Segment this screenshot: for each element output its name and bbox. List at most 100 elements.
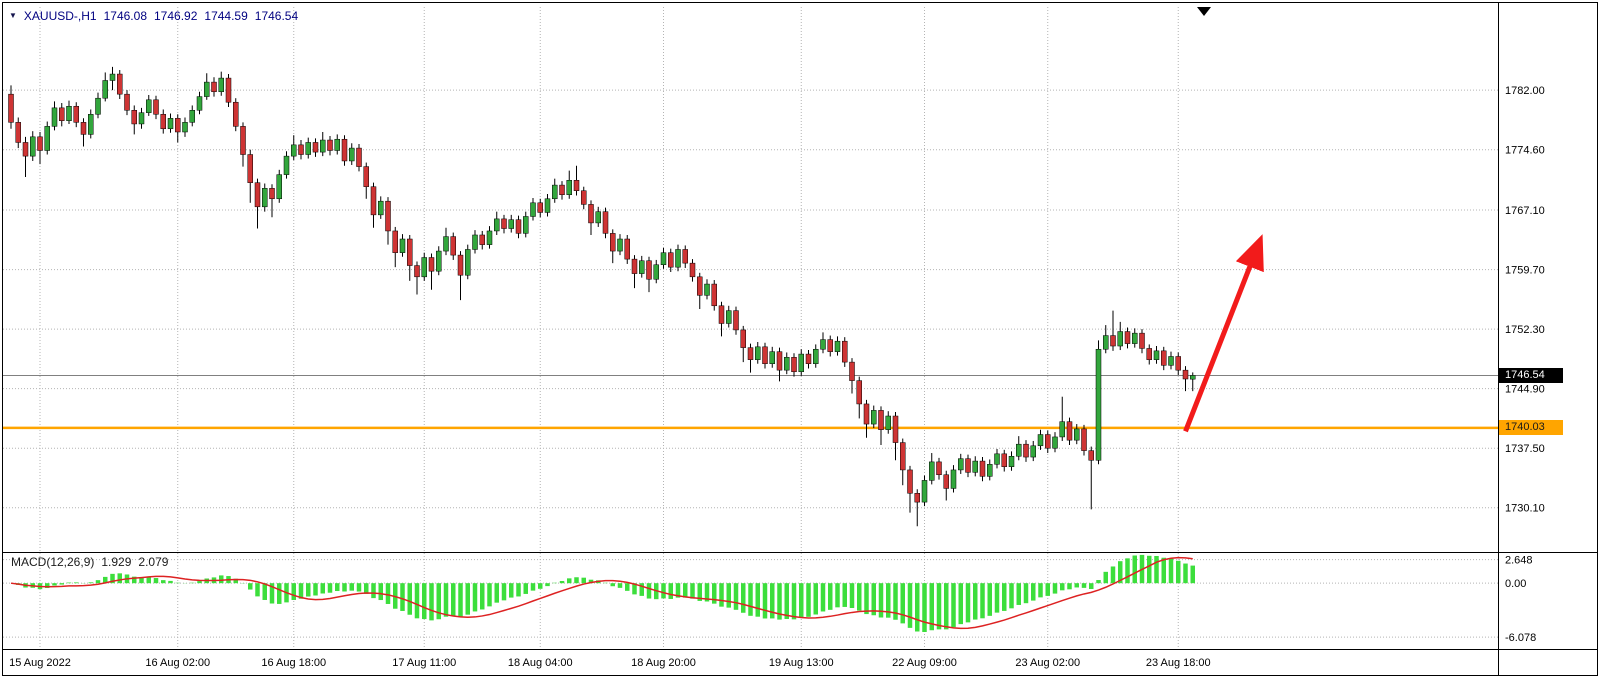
chart-frame: 1782.00 1774.60 1767.10 1759.70 1752.30 1744.…	[2, 2, 1598, 676]
candle-body	[950, 469, 957, 489]
time-axis-label: 18 Aug 20:00	[631, 657, 696, 669]
candle-body	[1066, 421, 1073, 441]
macd-main-value: 1.929	[101, 555, 132, 569]
candle-body	[240, 126, 246, 155]
candle-body	[233, 101, 239, 127]
candle-body	[595, 211, 601, 224]
candle-body	[914, 493, 920, 503]
candle-body	[479, 234, 485, 245]
price-tick-label: 1767.10	[1505, 205, 1545, 217]
time-axis-label: 22 Aug 09:00	[892, 657, 957, 669]
candle-body	[88, 114, 94, 135]
candle-body	[211, 81, 217, 93]
candle-body	[421, 257, 427, 278]
candle-body	[929, 461, 935, 481]
candle-body	[1124, 331, 1131, 344]
price-tick-label: 1744.90	[1505, 384, 1545, 396]
candle-body	[559, 184, 565, 196]
candle-body	[617, 238, 623, 252]
price-tick-label: 1774.60	[1505, 145, 1545, 157]
candle-body	[175, 118, 181, 133]
header-high-value: 1746.92	[154, 9, 198, 23]
candle-body	[124, 93, 130, 111]
candle-body	[44, 126, 50, 151]
candle-body	[283, 155, 290, 175]
candle-body	[697, 276, 703, 296]
macd-tick-label: -6.078	[1505, 632, 1536, 644]
candle-body	[436, 250, 442, 272]
candle-body	[392, 230, 398, 253]
candle-body	[907, 469, 913, 494]
candle-body	[146, 99, 152, 113]
time-axis-label: 19 Aug 13:00	[769, 657, 834, 669]
price-tick-label: 1752.30	[1505, 324, 1545, 336]
chart-shift-marker[interactable]	[1197, 7, 1211, 16]
candle-body	[936, 461, 942, 476]
candle-body	[131, 110, 137, 125]
candle-body	[30, 136, 36, 157]
candle-body	[1081, 428, 1087, 451]
candle-body	[356, 147, 362, 167]
price-tick-label: 1782.00	[1505, 85, 1545, 97]
candle-body	[849, 361, 855, 381]
candle-body	[776, 351, 783, 371]
candle-body	[189, 110, 195, 123]
candle-body	[885, 415, 891, 430]
candle-body	[863, 403, 870, 425]
candle-body	[138, 112, 145, 125]
candle-body	[1030, 445, 1036, 458]
candle-body	[167, 118, 174, 130]
candle-body	[508, 219, 514, 229]
candle-body	[791, 357, 797, 373]
candle-body	[1052, 436, 1058, 449]
candle-body	[298, 144, 304, 155]
candle-body	[631, 258, 638, 274]
candle-body	[1008, 456, 1015, 467]
candle-body	[718, 305, 725, 324]
candle-body	[59, 107, 65, 121]
candle-body	[486, 230, 493, 245]
candle-body	[813, 348, 819, 364]
candle-body	[428, 257, 435, 272]
candle-body	[660, 252, 667, 266]
candle-body	[544, 198, 551, 213]
symbol-period-label: XAUUSD-,H1	[23, 9, 97, 23]
macd-tick-label: 2.648	[1505, 555, 1533, 567]
candle-body	[921, 480, 928, 503]
candle-body	[1103, 335, 1109, 350]
candle-body	[349, 147, 355, 162]
candle-body	[878, 410, 884, 430]
candle-body	[871, 410, 877, 425]
candle-body	[892, 415, 899, 443]
candle-body	[22, 142, 29, 157]
symbol-dropdown-icon[interactable]: ▼	[9, 11, 17, 20]
candle-body	[66, 105, 72, 121]
candle-body	[602, 211, 609, 234]
candle-body	[653, 264, 659, 280]
chart-canvas[interactable]: 1782.00 1774.60 1767.10 1759.70 1752.30 1744.…	[3, 3, 1597, 675]
candle-body	[958, 458, 964, 471]
candle-body	[1153, 350, 1160, 360]
candle-body	[305, 142, 311, 155]
time-axis-label: 16 Aug 18:00	[261, 657, 326, 669]
price-tick-label: 1737.50	[1505, 443, 1545, 455]
current-price-tag: 1746.54	[1499, 367, 1563, 383]
trend-arrow-annotation[interactable]	[1183, 234, 1264, 433]
candle-body	[972, 460, 978, 473]
candle-body	[689, 262, 696, 278]
candle-body	[1074, 428, 1080, 441]
hline-price-tag: 1740.03	[1499, 420, 1563, 436]
candle-body	[269, 188, 275, 200]
candle-body	[1146, 348, 1152, 360]
ohlc-header: ▼ XAUUSD-,H1 1746.08 1746.92 1744.59 174…	[9, 9, 298, 23]
candle-body	[530, 202, 536, 217]
candle-body	[755, 346, 761, 360]
candle-body	[117, 73, 123, 95]
candle-body	[291, 144, 297, 157]
candle-body	[552, 184, 558, 200]
candle-body	[682, 249, 688, 264]
candle-body	[370, 186, 377, 216]
candle-body	[472, 234, 478, 250]
candle-body	[95, 97, 101, 115]
candle-body	[363, 166, 369, 187]
